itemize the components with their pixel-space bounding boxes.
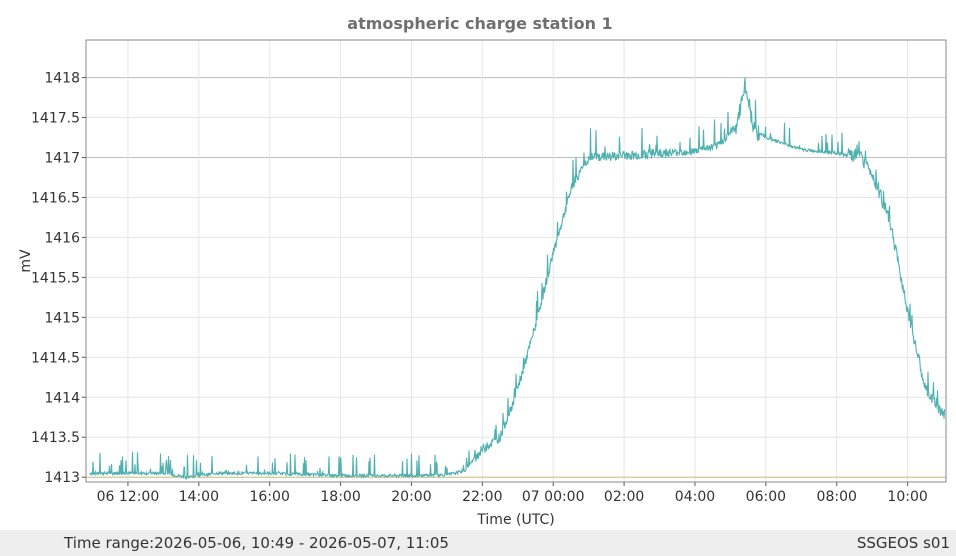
plot-area [86, 40, 946, 482]
status-bar: Time range:2026-05-06, 10:49 - 2026-05-0… [0, 530, 956, 556]
x-tick-label: 10:00 [887, 489, 927, 505]
x-tick-label: 06:00 [746, 489, 786, 505]
y-tick-label: 1414 [44, 390, 80, 406]
x-tick-label: 20:00 [391, 489, 431, 505]
series-line [89, 77, 946, 480]
y-tick-label: 1417.5 [31, 111, 80, 127]
y-tick-label: 1416 [44, 230, 80, 246]
y-tick-label: 1416.5 [31, 190, 80, 206]
time-range: Time range:2026-05-06, 10:49 - 2026-05-0… [64, 534, 449, 552]
x-axis-label: Time (UTC) [476, 512, 554, 528]
time-range-label: Time range: [64, 534, 155, 552]
x-tick-label: 18:00 [320, 489, 360, 505]
x-tick-label: 02:00 [604, 489, 644, 505]
y-tick-label: 1415 [44, 310, 80, 326]
y-axis-label: mV [18, 249, 34, 273]
y-tick-label: 1414.5 [31, 350, 80, 366]
x-tick-label: 08:00 [817, 489, 857, 505]
x-tick-label: 22:00 [462, 489, 502, 505]
y-tick-label: 1418 [44, 71, 80, 87]
y-tick-label: 1413.5 [31, 430, 80, 446]
y-tick-label: 1417 [44, 150, 80, 166]
y-tick-label: 1413 [44, 470, 80, 486]
x-tick-label: 06 12:00 [97, 489, 160, 505]
station-id: SSGEOS s01 [856, 534, 950, 552]
chart: 1413 1413.5 1414 1414.5 1415 1415.5 1416 1416.5… [18, 14, 947, 528]
x-tick-label: 07 00:00 [522, 489, 585, 505]
x-tick-label: 14:00 [179, 489, 219, 505]
x-tick-label: 16:00 [250, 489, 290, 505]
plot-frame [85, 39, 947, 483]
y-tick-label: 1415.5 [31, 270, 80, 286]
chart-title: atmospheric charge station 1 [347, 14, 612, 33]
time-range-value: 2026-05-06, 10:49 - 2026-05-07, 11:05 [154, 534, 449, 552]
x-tick-label: 04:00 [675, 489, 715, 505]
